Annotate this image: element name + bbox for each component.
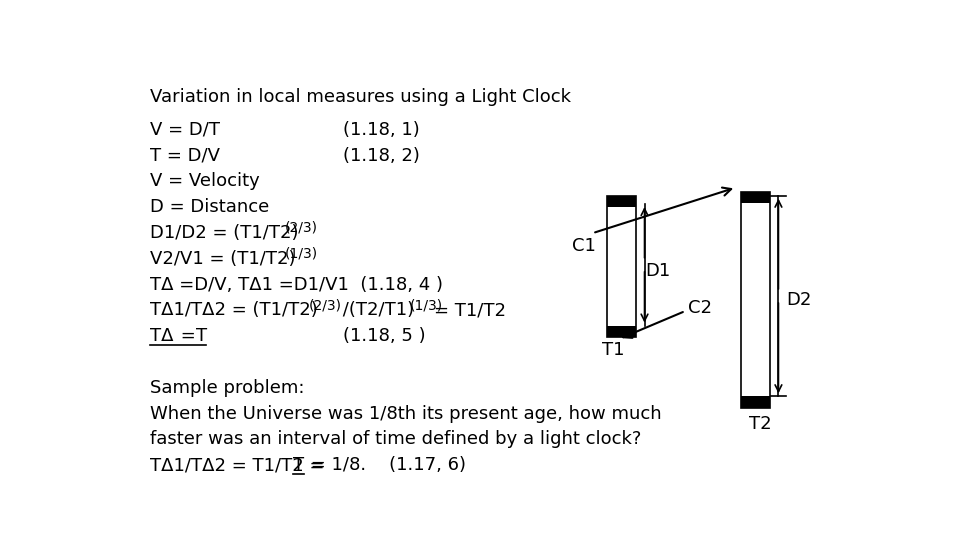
Bar	[608, 196, 636, 207]
Text: C1: C1	[571, 237, 595, 255]
Text: =: =	[175, 327, 202, 345]
Text: = T1/T2: = T1/T2	[434, 301, 506, 319]
Text: C2: C2	[688, 299, 712, 317]
Text: V2/V1 = (T1/T2): V2/V1 = (T1/T2)	[150, 250, 301, 268]
Text: T: T	[293, 456, 303, 474]
Bar	[608, 196, 636, 337]
Text: faster was an interval of time defined by a light clock?: faster was an interval of time defined b…	[150, 430, 641, 448]
Text: V = Velocity: V = Velocity	[150, 172, 259, 191]
Bar	[608, 326, 636, 337]
Text: T = D/V: T = D/V	[150, 147, 220, 165]
Text: (1.18, 1): (1.18, 1)	[344, 121, 420, 139]
Text: T2: T2	[749, 415, 771, 434]
Text: D1/D2 = (T1/T2): D1/D2 = (T1/T2)	[150, 224, 304, 242]
Text: (1.18, 5 ): (1.18, 5 )	[344, 327, 426, 345]
Text: D = Distance: D = Distance	[150, 198, 269, 217]
Text: T1: T1	[602, 341, 625, 359]
Text: (2/3): (2/3)	[309, 298, 342, 312]
Bar	[741, 192, 770, 203]
Bar	[741, 192, 770, 408]
Text: TΔ: TΔ	[150, 327, 173, 345]
Text: (1/3): (1/3)	[409, 298, 443, 312]
Text: TΔ1/TΔ2 = T1/T2 =: TΔ1/TΔ2 = T1/T2 =	[150, 456, 330, 474]
Text: = 1/8.    (1.17, 6): = 1/8. (1.17, 6)	[304, 456, 466, 474]
Text: (2/3): (2/3)	[285, 221, 318, 235]
Text: (1.18, 2): (1.18, 2)	[344, 147, 420, 165]
Bar	[741, 396, 770, 408]
Text: Sample problem:: Sample problem:	[150, 379, 304, 397]
Text: Variation in local measures using a Light Clock: Variation in local measures using a Ligh…	[150, 87, 571, 106]
Text: V = D/T: V = D/T	[150, 121, 220, 139]
Text: TΔ1/TΔ2 = (T1/T2): TΔ1/TΔ2 = (T1/T2)	[150, 301, 318, 319]
Text: D2: D2	[786, 291, 812, 309]
Text: When the Universe was 1/8th its present age, how much: When the Universe was 1/8th its present …	[150, 404, 661, 422]
Text: D1: D1	[645, 261, 670, 280]
Text: /(T2/T1): /(T2/T1)	[337, 301, 414, 319]
Text: TΔ =D/V, TΔ1 =D1/V1  (1.18, 4 ): TΔ =D/V, TΔ1 =D1/V1 (1.18, 4 )	[150, 275, 443, 294]
Text: (1/3): (1/3)	[285, 246, 319, 260]
Text: T: T	[196, 327, 207, 345]
